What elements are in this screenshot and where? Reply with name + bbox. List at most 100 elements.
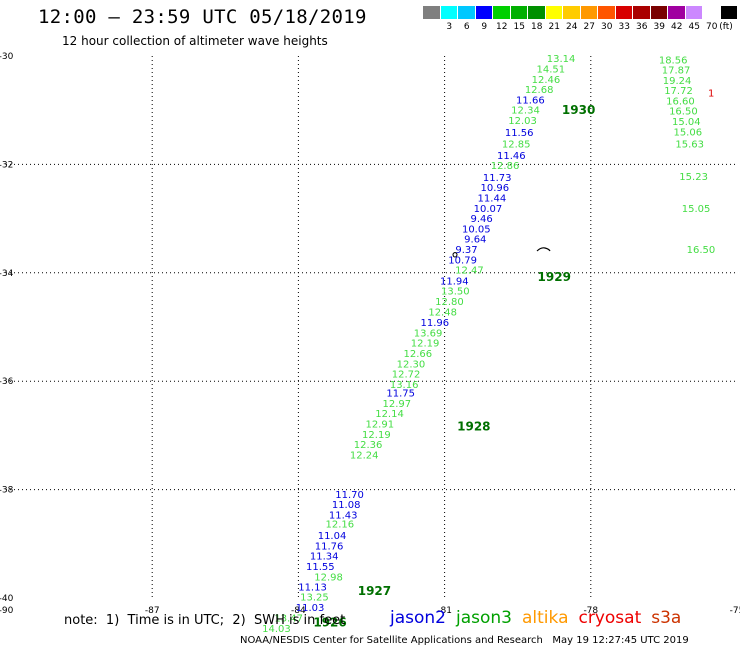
island-outline <box>536 247 551 252</box>
wave-height-label: 12.46 <box>532 75 561 86</box>
wave-height-label: 12.34 <box>511 106 540 117</box>
color-scale-label: 36 <box>636 22 648 32</box>
color-swatch <box>440 6 458 19</box>
wave-height-label: 11.46 <box>497 151 526 162</box>
wave-height-label: 11.94 <box>440 276 469 287</box>
wave-height-label: 17.72 <box>664 86 693 97</box>
map-grid <box>6 56 737 598</box>
color-scale-label: 12 <box>496 22 508 32</box>
wave-height-label: 12.72 <box>392 370 421 381</box>
wave-height-label: 12.86 <box>491 161 520 172</box>
color-scale-label: 33 <box>618 22 630 32</box>
color-scale-label: 9 <box>481 22 488 32</box>
page-subtitle: 12 hour collection of altimeter wave hei… <box>62 34 328 48</box>
island-outlines <box>452 247 551 258</box>
y-tick-label: -32 <box>0 160 13 170</box>
wave-height-label: 11.08 <box>332 500 361 511</box>
wave-height-label: 11.55 <box>306 562 335 573</box>
color-swatch <box>475 6 493 19</box>
wave-height-label: 12.98 <box>314 572 343 583</box>
y-tick-label: -34 <box>0 269 14 279</box>
wave-height-label: 12.14 <box>375 409 404 420</box>
satellite-legend: jason2 jason3 altika cryosat s3a <box>390 608 691 628</box>
wave-height-label: 11.96 <box>421 318 450 329</box>
wave-height-label: 12.24 <box>350 450 379 461</box>
wave-height-label: 15.05 <box>682 204 711 215</box>
wave-height-label: 13.25 <box>300 592 329 603</box>
color-scale-label: 6 <box>463 22 470 32</box>
wave-height-label: 12.68 <box>525 85 554 96</box>
wave-height-label: 12.47 <box>455 266 484 277</box>
wave-height-label: 15.04 <box>672 117 701 128</box>
wave-height-label: 16.50 <box>687 245 716 256</box>
color-swatch <box>580 6 598 19</box>
time-label: 1927 <box>358 584 391 598</box>
legend-item-cryosat: cryosat <box>578 608 642 628</box>
color-swatch <box>615 6 633 19</box>
wave-height-label: 11.75 <box>386 389 415 400</box>
color-swatch <box>510 6 528 19</box>
wave-height-label: 13.69 <box>414 328 443 339</box>
wave-height-label: 16.50 <box>669 107 698 118</box>
wave-height-label: 12.19 <box>362 430 391 441</box>
footer-credit: NOAA/NESDIS Center for Satellite Applica… <box>240 635 689 646</box>
wave-height-label: 16.60 <box>666 96 695 107</box>
x-tick-label: -75 <box>730 606 740 616</box>
color-scale-label: 15 <box>513 22 525 32</box>
wave-height-label: 9.46 <box>471 214 493 225</box>
wave-height-label: 12.97 <box>383 399 412 410</box>
color-scale-label: 27 <box>583 22 595 32</box>
wave-height-label: 11.03 <box>296 603 325 614</box>
color-scale-label: 70 <box>706 22 718 32</box>
x-tick-label: -81 <box>437 606 452 616</box>
wave-height-label: 14.03 <box>262 624 291 635</box>
wave-height-label: 13.47 <box>274 614 303 625</box>
y-tick-label: -38 <box>0 486 14 496</box>
wave-height-label: 10.07 <box>474 204 503 215</box>
time-label: 1926 <box>313 615 346 629</box>
color-swatch <box>720 6 738 19</box>
time-labels: 1930 1929 1928 1927 1926 <box>313 103 595 629</box>
x-tick-label: -78 <box>583 606 598 616</box>
wave-height-label: 11.34 <box>310 552 339 563</box>
color-swatch <box>458 6 476 19</box>
color-scale-label: 3 <box>446 22 453 32</box>
wave-height-label: 12.85 <box>502 139 531 150</box>
legend-item-jason3: jason3 <box>456 608 512 628</box>
time-label: 1930 <box>562 103 595 117</box>
wave-height-label: 1 <box>708 88 714 99</box>
wave-height-label: 15.23 <box>679 172 708 183</box>
wave-height-label: 11.44 <box>478 193 507 204</box>
note-text: note: 1) Time is in UTC; 2) SWH is in fe… <box>64 613 346 628</box>
x-tick-label: -84 <box>291 606 306 616</box>
wave-height-label: 9.64 <box>464 235 486 246</box>
color-swatch <box>528 6 546 19</box>
wave-height-label: 10.05 <box>462 224 491 235</box>
wave-height-label: 18.56 <box>659 55 688 66</box>
wave-height-label: 13.16 <box>390 380 419 391</box>
wave-height-label: 11.70 <box>335 490 364 501</box>
color-scale-label: 42 <box>671 22 683 32</box>
wave-height-label: 14.51 <box>537 64 566 75</box>
y-tick-label: -40 <box>0 594 14 604</box>
wave-height-label: 13.50 <box>441 287 470 298</box>
legend-item-altika: altika <box>522 608 569 628</box>
color-scale-label: 30 <box>601 22 613 32</box>
wave-height-points: 11.6611.5611.4611.7310.9611.4410.079.461… <box>262 54 715 635</box>
wave-height-label: 19.24 <box>663 76 692 87</box>
color-scale-label: 39 <box>653 22 665 32</box>
wave-height-label: 12.48 <box>428 307 457 318</box>
wave-height-label: 11.13 <box>298 583 327 594</box>
color-swatch <box>563 6 581 19</box>
wave-height-label: 11.73 <box>483 173 512 184</box>
color-swatch <box>545 6 563 19</box>
legend-item-s3a: s3a <box>651 608 682 628</box>
wave-height-label: 12.03 <box>508 116 537 127</box>
y-tick-label: -30 <box>0 52 14 62</box>
legend-item-jason2: jason2 <box>390 608 446 628</box>
wave-height-label: 11.04 <box>318 531 347 542</box>
wave-height-label: 15.06 <box>673 127 702 138</box>
color-swatch <box>493 6 511 19</box>
wave-height-label: 10.96 <box>480 183 509 194</box>
wave-height-label: 10.79 <box>448 255 477 266</box>
